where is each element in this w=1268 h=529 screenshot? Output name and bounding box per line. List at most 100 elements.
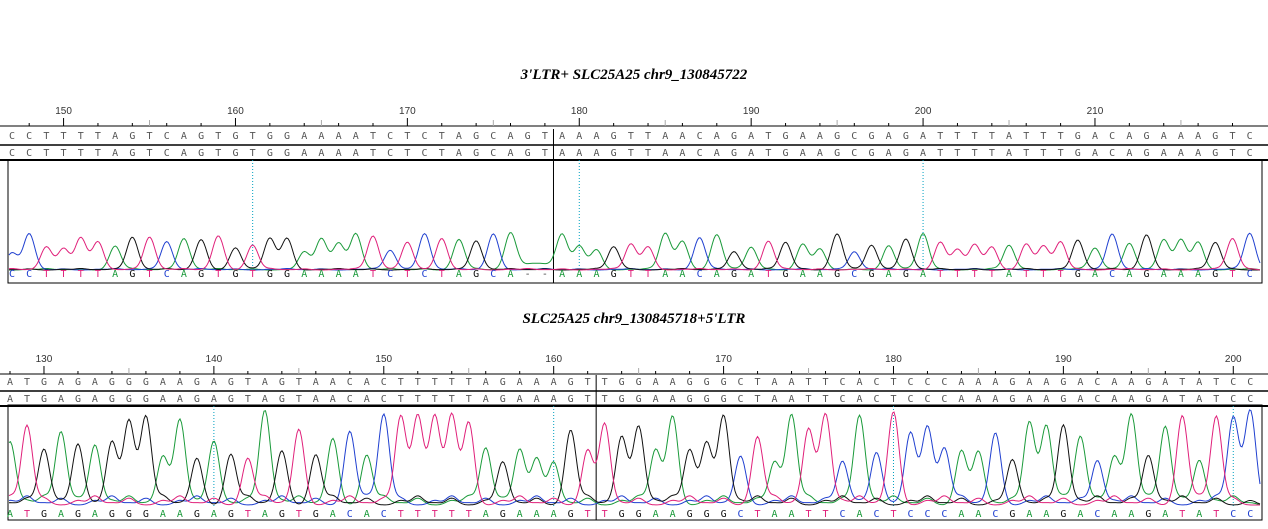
reference-base: G xyxy=(1009,377,1015,388)
called-base: T xyxy=(245,509,251,520)
tick-label: 190 xyxy=(1055,354,1072,365)
called-base: A xyxy=(92,509,98,520)
called-base: T xyxy=(972,269,978,280)
called-base: C xyxy=(490,269,496,280)
called-base: - xyxy=(542,269,548,280)
consensus-base: G xyxy=(1075,148,1081,159)
tick-label: 170 xyxy=(399,106,416,117)
consensus-base: G xyxy=(500,394,506,405)
consensus-base: A xyxy=(789,394,795,405)
reference-base: A xyxy=(58,377,64,388)
reference-base: T xyxy=(823,377,829,388)
reference-base: C xyxy=(387,131,393,142)
consensus-base: A xyxy=(576,148,582,159)
called-base: T xyxy=(765,269,771,280)
consensus-base: A xyxy=(975,394,981,405)
called-base: A xyxy=(958,509,964,520)
reference-base: T xyxy=(585,377,591,388)
reference-base: A xyxy=(177,377,183,388)
called-base: C xyxy=(1247,509,1253,520)
called-base: A xyxy=(1092,269,1098,280)
consensus-base: A xyxy=(507,148,513,159)
reference-base: T xyxy=(954,131,960,142)
consensus-base: A xyxy=(1006,148,1012,159)
tick-label: 150 xyxy=(55,106,72,117)
called-base: C xyxy=(387,269,393,280)
called-base: A xyxy=(1077,509,1083,520)
reference-base: G xyxy=(1144,131,1150,142)
consensus-base: A xyxy=(920,148,926,159)
reference-base: G xyxy=(721,377,727,388)
called-base: G xyxy=(109,509,115,520)
consensus-base: G xyxy=(284,148,290,159)
called-base: A xyxy=(856,509,862,520)
called-base: A xyxy=(714,269,720,280)
reference-base: G xyxy=(1145,377,1151,388)
consensus-base: G xyxy=(704,394,710,405)
called-base: G xyxy=(1212,269,1218,280)
reference-base: T xyxy=(370,131,376,142)
consensus-base: G xyxy=(129,148,135,159)
called-base: T xyxy=(215,269,221,280)
consensus-base: T xyxy=(806,394,812,405)
called-base: G xyxy=(75,509,81,520)
called-base: C xyxy=(347,509,353,520)
consensus-base: G xyxy=(473,148,479,159)
called-base: G xyxy=(1009,509,1015,520)
reference-base: C xyxy=(839,377,845,388)
called-base: A xyxy=(7,509,13,520)
reference-base: A xyxy=(211,377,217,388)
consensus-base: G xyxy=(568,394,574,405)
called-base: G xyxy=(284,269,290,280)
called-base: G xyxy=(41,509,47,520)
reference-base: A xyxy=(1161,131,1167,142)
called-base: A xyxy=(1006,269,1012,280)
trace-T xyxy=(8,411,1260,506)
consensus-base: T xyxy=(432,394,438,405)
consensus-base: A xyxy=(653,394,659,405)
called-base: T xyxy=(755,509,761,520)
called-base: A xyxy=(1126,269,1132,280)
called-base: C xyxy=(992,509,998,520)
called-base: A xyxy=(507,269,513,280)
called-base: A xyxy=(211,509,217,520)
reference-base: A xyxy=(886,131,892,142)
consensus-base: G xyxy=(75,394,81,405)
called-base: G xyxy=(500,509,506,520)
called-base: T xyxy=(404,269,410,280)
consensus-base: T xyxy=(937,148,943,159)
consensus-base: A xyxy=(313,394,319,405)
reference-base: C xyxy=(697,131,703,142)
reference-base: A xyxy=(1126,131,1132,142)
consensus-base: T xyxy=(954,148,960,159)
reference-base: A xyxy=(817,131,823,142)
consensus-base: A xyxy=(886,148,892,159)
reference-base: G xyxy=(1212,131,1218,142)
consensus-base: T xyxy=(43,148,49,159)
reference-base: G xyxy=(284,131,290,142)
reference-base: A xyxy=(551,377,557,388)
consensus-base: G xyxy=(198,148,204,159)
reference-base: A xyxy=(662,131,668,142)
called-base: T xyxy=(24,509,30,520)
reference-base: T xyxy=(1040,131,1046,142)
reference-base: A xyxy=(301,131,307,142)
called-base: A xyxy=(593,269,599,280)
reference-base: A xyxy=(517,377,523,388)
reference-base: G xyxy=(473,131,479,142)
reference-base: T xyxy=(645,131,651,142)
called-base: T xyxy=(250,269,256,280)
reference-base: A xyxy=(112,131,118,142)
consensus-base: A xyxy=(181,148,187,159)
consensus-base: A xyxy=(483,394,489,405)
consensus-base: G xyxy=(232,148,238,159)
reference-base: G xyxy=(232,131,238,142)
called-base: G xyxy=(704,509,710,520)
consensus-base: T xyxy=(585,394,591,405)
reference-base: A xyxy=(1043,377,1049,388)
called-base: T xyxy=(628,269,634,280)
consensus-base: T xyxy=(250,148,256,159)
consensus-base: G xyxy=(41,394,47,405)
consensus-base: T xyxy=(24,394,30,405)
reference-base: A xyxy=(1006,131,1012,142)
